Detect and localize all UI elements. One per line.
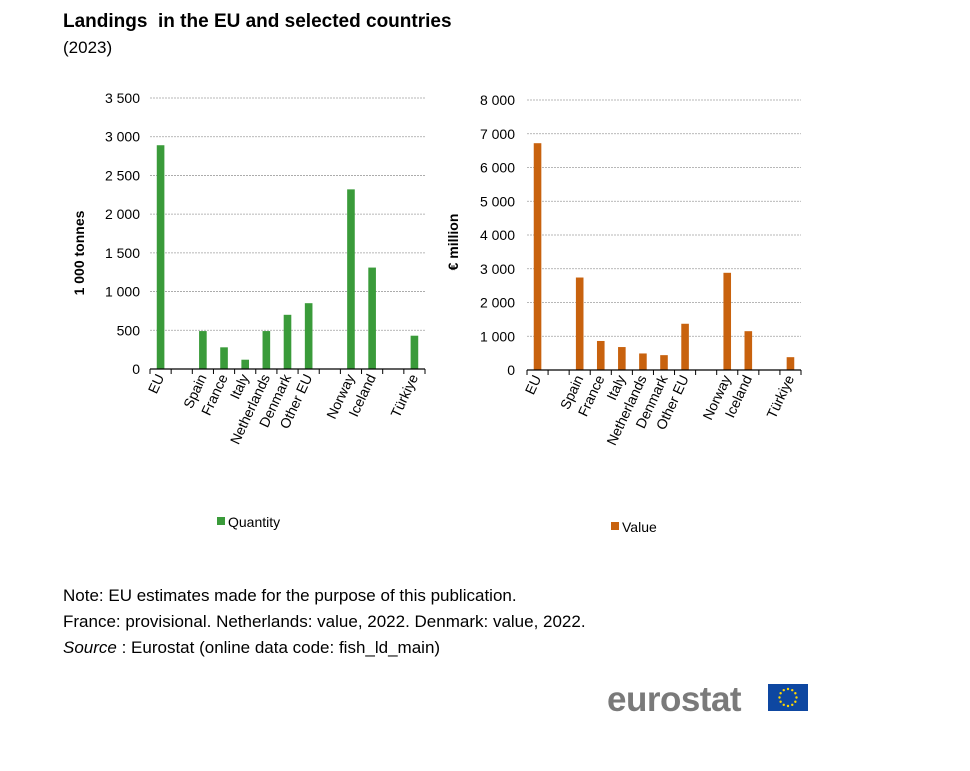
flag-star: [795, 696, 798, 699]
category-label: Türkiye: [387, 371, 421, 420]
y-tick-label: 3 000: [480, 261, 515, 277]
legend-swatch: [611, 522, 619, 530]
y-tick-label: 7 000: [480, 126, 515, 142]
category-label: EU: [522, 373, 545, 397]
logo-text: eurostat: [607, 680, 742, 719]
bar-quantity: [347, 189, 355, 369]
bar-quantity: [410, 335, 419, 369]
value-chart: 0 1 000 2 000 3 000 4 000 5 000 6 000 7 000 8 00…: [445, 92, 802, 535]
bar-value: [660, 355, 668, 370]
bar-value: [681, 323, 689, 370]
bar-value: [744, 331, 753, 370]
flag-star: [786, 704, 790, 708]
notes: Note: EU estimates made for the purpose …: [63, 583, 586, 661]
flag-star: [779, 700, 782, 703]
legend-label: Value: [622, 519, 657, 535]
bar-value: [596, 340, 605, 370]
source-text: : Eurostat (online data code: fish_ld_ma…: [116, 638, 441, 657]
bar-value: [575, 277, 584, 370]
chart-subtitle: (2023): [63, 38, 113, 57]
flag-star: [779, 692, 782, 695]
y-tick-label: 8 000: [480, 92, 515, 108]
category-label: Türkiye: [763, 372, 797, 421]
y-tick-label: 4 000: [480, 227, 515, 243]
legend-swatch: [217, 517, 225, 525]
y-tick-label: 3 000: [105, 129, 140, 145]
y-tick-label: 1 000: [480, 328, 515, 344]
y-tick-label: 0: [132, 361, 140, 377]
eu-flag-icon: [768, 684, 808, 711]
source-line: Source : Eurostat (online data code: fis…: [63, 635, 586, 661]
flag-star: [782, 703, 785, 707]
flag-star: [794, 692, 797, 695]
note-line-2: France: provisional. Netherlands: value,…: [63, 612, 586, 631]
flag-star: [791, 703, 794, 707]
source-label: Source: [63, 638, 117, 657]
flag-star: [791, 688, 794, 692]
note-line-1: Note: EU estimates made for the purpose …: [63, 586, 517, 605]
flag-star: [778, 696, 781, 699]
bar-quantity: [304, 303, 313, 369]
y-tick-label: 2 500: [105, 167, 140, 183]
bar-quantity: [156, 145, 165, 369]
y-tick-label: 2 000: [105, 206, 140, 222]
bar-value: [786, 357, 795, 370]
y-tick-label: 1 000: [105, 284, 140, 300]
category-label: EU: [145, 372, 168, 396]
bar-quantity: [220, 347, 228, 369]
bar-value: [639, 353, 647, 370]
y-axis-label: € million: [445, 214, 461, 271]
bar-value: [533, 143, 542, 370]
bar-quantity: [262, 331, 271, 369]
bar-quantity: [199, 331, 207, 369]
flag-star: [794, 700, 797, 703]
y-tick-label: 6 000: [480, 160, 515, 176]
bar-value: [723, 272, 732, 370]
chart-title: Landings in the EU and selected countrie…: [63, 11, 452, 32]
flag-star: [782, 688, 785, 692]
y-tick-label: 500: [117, 322, 141, 338]
bar-quantity: [283, 314, 292, 369]
quantity-chart: 0 500 1 000 1 500 2 000 2 500 3 000 3 500 1 000 …: [71, 90, 426, 530]
y-tick-label: 3 500: [105, 90, 140, 106]
y-tick-label: 2 000: [480, 295, 515, 311]
bar-quantity: [368, 267, 376, 369]
flag-star: [786, 687, 790, 691]
y-tick-label: 1 500: [105, 245, 140, 261]
y-tick-label: 0: [507, 362, 515, 378]
y-tick-label: 5 000: [480, 193, 515, 209]
legend-label: Quantity: [228, 514, 280, 530]
bar-value: [618, 347, 626, 370]
y-axis-label: 1 000 tonnes: [71, 210, 87, 295]
bar-quantity: [241, 359, 249, 369]
